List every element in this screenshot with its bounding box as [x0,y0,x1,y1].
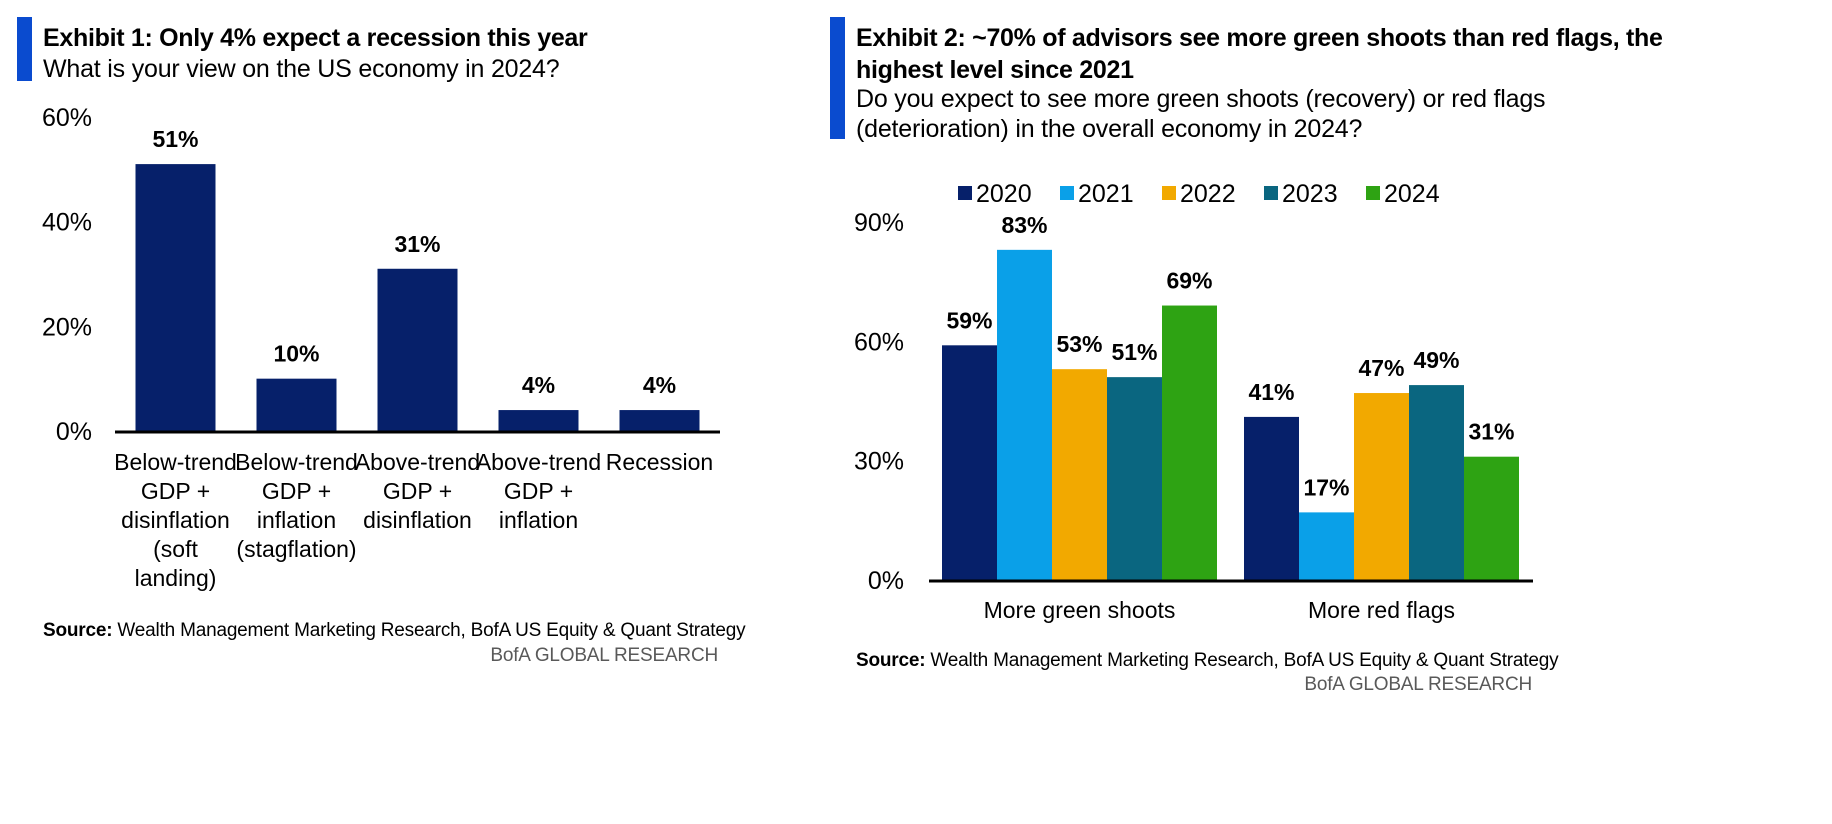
bar [997,249,1052,580]
x-tick-label: Recession [606,449,713,475]
source-label: Source: [43,620,113,641]
x-tick-label: More red flags [1308,597,1455,623]
y-tick-label: 60% [854,328,904,356]
y-tick-label: 40% [42,209,92,237]
legend-label: 2020 [976,180,1032,208]
data-label: 69% [1166,268,1212,294]
data-label: 53% [1056,331,1102,357]
x-tick-label: (soft [153,536,198,562]
x-tick-label: disinflation [363,507,472,533]
x-tick-label: GDP + [141,478,210,504]
data-label: 17% [1303,474,1349,500]
bar [619,410,700,431]
x-tick-label: Above-trend [355,449,480,475]
data-label: 4% [522,372,555,398]
exhibit-2-accent-bar [830,17,845,139]
legend-swatch [1060,186,1074,200]
bar [256,378,337,431]
exhibit-2-title-line-1: Exhibit 2: ~70% of advisors see more gre… [856,24,1663,52]
exhibit-1-source: Source: Wealth Management Marketing Rese… [43,620,746,642]
source-label: Source: [856,650,926,671]
legend-swatch [1264,186,1278,200]
bar [1299,512,1354,580]
exhibit-1-chart: 0% 20% 40% 60% 51% Below-trend GDP + disinflati… [42,104,720,591]
exhibit-1-panel: Exhibit 1: Only 4% expect a recession th… [0,0,880,824]
y-tick-label: 90% [854,209,904,237]
data-label: 49% [1413,347,1459,373]
data-label: 31% [394,231,440,257]
exhibit-1-title: Exhibit 1: Only 4% expect a recession th… [43,24,588,52]
x-tick-label: Below-trend [235,449,358,475]
y-tick-label: 20% [42,313,92,341]
x-tick-label: Below-trend [114,449,237,475]
y-tick-label: 60% [42,104,92,132]
data-label: 51% [1111,339,1157,365]
x-tick-label: inflation [257,507,336,533]
bar [1052,369,1107,580]
exhibit-2-chart: 0% 30% 60% 90% 2020 2021 2022 2023 2024 59% 83% 53%… [854,180,1533,623]
data-label: 59% [946,307,992,333]
exhibit-2-subtitle-line-1: Do you expect to see more green shoots (… [856,85,1546,113]
legend-label: 2024 [1384,180,1440,208]
x-tick-label: inflation [499,507,578,533]
legend-swatch [1162,186,1176,200]
x-tick-label: disinflation [121,507,230,533]
source-text: Wealth Management Marketing Research, Bo… [925,650,1559,671]
data-label: 83% [1001,212,1047,238]
x-tick-label: GDP + [383,478,452,504]
exhibit-1-brand: BofA GLOBAL RESEARCH [490,645,718,666]
x-tick-label: GDP + [504,478,573,504]
x-tick-label: Above-trend [476,449,601,475]
bar [377,268,458,431]
bar [1464,456,1519,580]
data-label: 47% [1358,355,1404,381]
legend-label: 2022 [1180,180,1236,208]
bar [1354,393,1409,580]
data-label: 31% [1468,419,1514,445]
bar [1107,377,1162,580]
data-label: 10% [273,341,319,367]
bar [1409,385,1464,580]
data-label: 4% [643,372,676,398]
exhibit-2-brand: BofA GLOBAL RESEARCH [1304,674,1532,695]
exhibit-2-source: Source: Wealth Management Marketing Rese… [856,650,1559,672]
y-tick-label: 0% [868,567,904,595]
x-tick-label: More green shoots [984,597,1176,623]
source-text: Wealth Management Marketing Research, Bo… [112,620,746,641]
exhibit-2-title-line-2: highest level since 2021 [856,56,1134,84]
bar [1162,305,1217,580]
exhibit-1-subtitle: What is your view on the US economy in 2… [43,55,560,83]
legend-swatch [1366,186,1380,200]
data-label: 51% [152,126,198,152]
bar [942,345,997,580]
bar [135,164,216,431]
x-tick-label: (stagflation) [236,536,356,562]
legend-swatch [958,186,972,200]
data-label: 41% [1248,379,1294,405]
legend-label: 2023 [1282,180,1338,208]
legend-label: 2021 [1078,180,1134,208]
exhibit-2-subtitle-line-2: (deterioration) in the overall economy i… [856,115,1363,143]
bar [498,410,579,431]
x-tick-label: landing) [135,565,217,591]
exhibit-1-accent-bar [17,17,32,81]
y-tick-label: 30% [854,448,904,476]
x-tick-label: GDP + [262,478,331,504]
y-tick-label: 0% [56,418,92,446]
bar [1244,416,1299,580]
